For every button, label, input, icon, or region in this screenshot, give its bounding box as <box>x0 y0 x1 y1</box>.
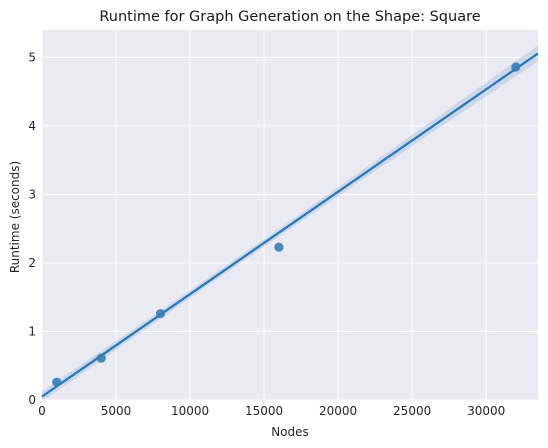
x-tick-label: 10000 <box>171 404 209 418</box>
grid-lines <box>41 30 538 401</box>
data-point <box>274 242 284 252</box>
y-tick-label: 1 <box>28 324 36 338</box>
chart-title: Runtime for Graph Generation on the Shap… <box>99 9 480 25</box>
regression-line-layer <box>41 52 539 398</box>
y-tick-label: 0 <box>28 393 36 407</box>
x-tick-label: 25000 <box>393 404 431 418</box>
y-tick-label: 3 <box>28 187 36 201</box>
data-point <box>52 377 62 387</box>
y-tick-label: 4 <box>28 119 36 133</box>
x-axis-label: Nodes <box>271 425 309 439</box>
x-tick-label: 20000 <box>319 404 357 418</box>
data-point <box>96 353 106 363</box>
x-axis-ticks: 0 5000 10000 15000 20000 25000 30000 <box>38 404 505 418</box>
regression-line <box>41 52 539 398</box>
y-axis-ticks: 0 1 2 3 4 5 <box>28 50 36 407</box>
y-tick-label: 2 <box>28 256 36 270</box>
x-tick-label: 5000 <box>101 404 132 418</box>
x-tick-label: 15000 <box>245 404 283 418</box>
y-tick-label: 5 <box>28 50 36 64</box>
x-tick-label: 30000 <box>467 404 505 418</box>
data-point <box>155 309 166 319</box>
x-tick-label: 0 <box>38 404 46 418</box>
y-axis-label: Runtime (seconds) <box>8 161 22 273</box>
data-points <box>52 62 521 387</box>
data-point <box>511 62 521 72</box>
